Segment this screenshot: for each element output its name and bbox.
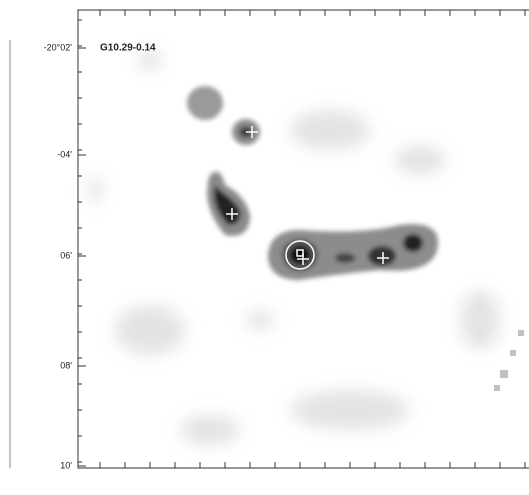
figure: G10.29-0.14 -20°02' -04' 06' 08' 10' [0, 0, 529, 495]
y-tick-label: -04' [57, 149, 72, 159]
source-label: G10.29-0.14 [100, 43, 156, 54]
y-tick-label: 06' [60, 250, 72, 260]
y-tick-label: 08' [60, 360, 72, 370]
y-tick-label: -20°02' [44, 42, 73, 52]
y-tick-label: 10' [60, 460, 72, 470]
